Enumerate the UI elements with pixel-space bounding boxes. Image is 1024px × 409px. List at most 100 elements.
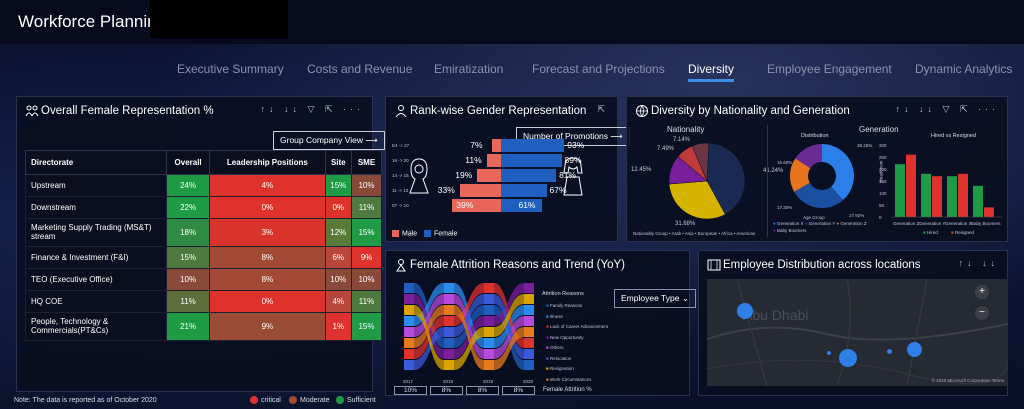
attrition-node[interactable] bbox=[404, 305, 414, 315]
cell-site[interactable]: 6% bbox=[324, 246, 352, 269]
col-site[interactable]: Site bbox=[324, 150, 352, 175]
cell-leadership[interactable]: 3% bbox=[209, 218, 326, 247]
resigned-bar[interactable] bbox=[984, 207, 994, 217]
cell-leadership[interactable]: 4% bbox=[209, 174, 326, 197]
attrition-flow[interactable] bbox=[414, 305, 444, 370]
attrition-node[interactable] bbox=[484, 349, 494, 359]
attrition-flow[interactable] bbox=[454, 294, 484, 337]
cell-leadership[interactable]: 8% bbox=[209, 246, 326, 269]
table-row[interactable]: HQ COE 11% 0% 4% 11% bbox=[25, 290, 383, 313]
attrition-node[interactable] bbox=[404, 327, 414, 337]
location-bubble[interactable] bbox=[907, 342, 922, 357]
hired-bar[interactable] bbox=[921, 173, 931, 217]
cell-site[interactable]: 10% bbox=[324, 268, 352, 291]
tab-emiratization[interactable]: Emiratization bbox=[434, 62, 504, 76]
attrition-node[interactable] bbox=[444, 360, 454, 370]
table-row[interactable]: Upstream 24% 4% 15% 10% bbox=[25, 174, 383, 197]
female-bar[interactable] bbox=[501, 184, 547, 197]
attrition-node[interactable] bbox=[524, 305, 534, 315]
cell-sme[interactable]: 10% bbox=[350, 174, 383, 197]
female-bar[interactable] bbox=[501, 169, 557, 182]
cell-sme[interactable]: 11% bbox=[350, 196, 383, 219]
generation-slice[interactable] bbox=[790, 158, 811, 192]
male-bar[interactable] bbox=[492, 139, 501, 152]
location-bubble[interactable] bbox=[737, 303, 753, 319]
female-bar[interactable] bbox=[501, 154, 562, 167]
male-bar[interactable] bbox=[487, 154, 501, 167]
cell-leadership[interactable]: 9% bbox=[209, 312, 326, 341]
male-bar[interactable] bbox=[452, 199, 501, 212]
cell-site[interactable]: 12% bbox=[324, 218, 352, 247]
table-row[interactable]: Downstream 22% 0% 0% 11% bbox=[25, 196, 383, 219]
panel-tools[interactable]: ↑↓ ↓↓ ▽ ⇱ ··· bbox=[260, 104, 364, 114]
attrition-flow[interactable] bbox=[494, 283, 524, 326]
attrition-node[interactable] bbox=[444, 338, 454, 348]
hired-bar[interactable] bbox=[973, 185, 983, 217]
generation-slice[interactable] bbox=[822, 144, 854, 201]
attrition-node[interactable] bbox=[444, 283, 454, 293]
nationality-slice[interactable] bbox=[691, 142, 710, 182]
cell-sme[interactable]: 9% bbox=[350, 246, 383, 269]
sort-icons[interactable]: ↑↓ ↓↓ bbox=[958, 258, 999, 268]
attrition-flow[interactable] bbox=[494, 294, 524, 359]
location-bubble[interactable] bbox=[827, 351, 831, 355]
tab-dynamic-analytics[interactable]: Dynamic Analytics bbox=[915, 62, 1013, 76]
cell-sme[interactable]: 10% bbox=[350, 268, 383, 291]
tab-employee-engagement[interactable]: Employee Engagement bbox=[767, 62, 892, 76]
attrition-flow[interactable] bbox=[494, 327, 524, 370]
cell-overall[interactable]: 18% bbox=[165, 218, 211, 247]
tab-costs-revenue[interactable]: Costs and Revenue bbox=[307, 62, 413, 76]
zoom-out-button[interactable]: − bbox=[975, 306, 989, 320]
table-row[interactable]: Finance & Investment (F&I) 15% 8% 6% 9% bbox=[25, 246, 383, 269]
cell-sme[interactable]: 15% bbox=[350, 218, 383, 247]
cell-overall[interactable]: 11% bbox=[165, 290, 211, 313]
male-bar[interactable] bbox=[459, 184, 501, 197]
attrition-flow[interactable] bbox=[454, 327, 484, 370]
attrition-node[interactable] bbox=[484, 316, 494, 326]
cell-site[interactable]: 1% bbox=[324, 312, 352, 341]
attrition-node[interactable] bbox=[484, 305, 494, 315]
cell-overall[interactable]: 15% bbox=[165, 246, 211, 269]
nationality-slice[interactable] bbox=[706, 142, 746, 215]
location-bubble[interactable] bbox=[839, 349, 857, 367]
attrition-node[interactable] bbox=[484, 283, 494, 293]
attrition-node[interactable] bbox=[404, 294, 414, 304]
tab-forecast[interactable]: Forecast and Projections bbox=[532, 62, 665, 76]
male-bar[interactable] bbox=[477, 169, 501, 182]
attrition-node[interactable] bbox=[524, 316, 534, 326]
attrition-node[interactable] bbox=[524, 338, 534, 348]
table-row[interactable]: Marketing Supply Trading (MS&T) stream 18… bbox=[25, 218, 383, 247]
attrition-node[interactable] bbox=[404, 338, 414, 348]
attrition-node[interactable] bbox=[404, 360, 414, 370]
attrition-node[interactable] bbox=[444, 327, 454, 337]
cell-overall[interactable]: 24% bbox=[165, 174, 211, 197]
panel-tools[interactable]: ↑↓ ↓↓ ▽ ⇱ ··· bbox=[895, 104, 999, 114]
hired-bar[interactable] bbox=[895, 164, 905, 217]
resigned-bar[interactable] bbox=[906, 154, 916, 217]
cell-leadership[interactable]: 0% bbox=[209, 196, 326, 219]
attrition-node[interactable] bbox=[444, 316, 454, 326]
generation-slice[interactable] bbox=[795, 144, 822, 169]
attrition-node[interactable] bbox=[444, 305, 454, 315]
attrition-node[interactable] bbox=[484, 327, 494, 337]
attrition-flow[interactable] bbox=[414, 294, 444, 337]
attrition-node[interactable] bbox=[404, 283, 414, 293]
attrition-node[interactable] bbox=[484, 360, 494, 370]
table-row[interactable]: TEO (Executive Office) 10% 8% 10% 10% bbox=[25, 268, 383, 291]
hired-bar[interactable] bbox=[947, 176, 957, 217]
attrition-node[interactable] bbox=[524, 294, 534, 304]
col-directorate[interactable]: Directorate bbox=[25, 150, 167, 175]
expand-icon[interactable]: ⇱ bbox=[597, 104, 609, 114]
cell-site[interactable]: 0% bbox=[324, 196, 352, 219]
attrition-node[interactable] bbox=[444, 294, 454, 304]
attrition-node[interactable] bbox=[524, 349, 534, 359]
attrition-node[interactable] bbox=[404, 349, 414, 359]
cell-sme[interactable]: 15% bbox=[350, 312, 383, 341]
cell-leadership[interactable]: 8% bbox=[209, 268, 326, 291]
attrition-node[interactable] bbox=[524, 360, 534, 370]
col-sme[interactable]: SME bbox=[350, 150, 383, 175]
cell-overall[interactable]: 22% bbox=[165, 196, 211, 219]
zoom-in-button[interactable]: + bbox=[975, 285, 989, 299]
attrition-flow[interactable] bbox=[414, 305, 444, 348]
cell-leadership[interactable]: 0% bbox=[209, 290, 326, 313]
